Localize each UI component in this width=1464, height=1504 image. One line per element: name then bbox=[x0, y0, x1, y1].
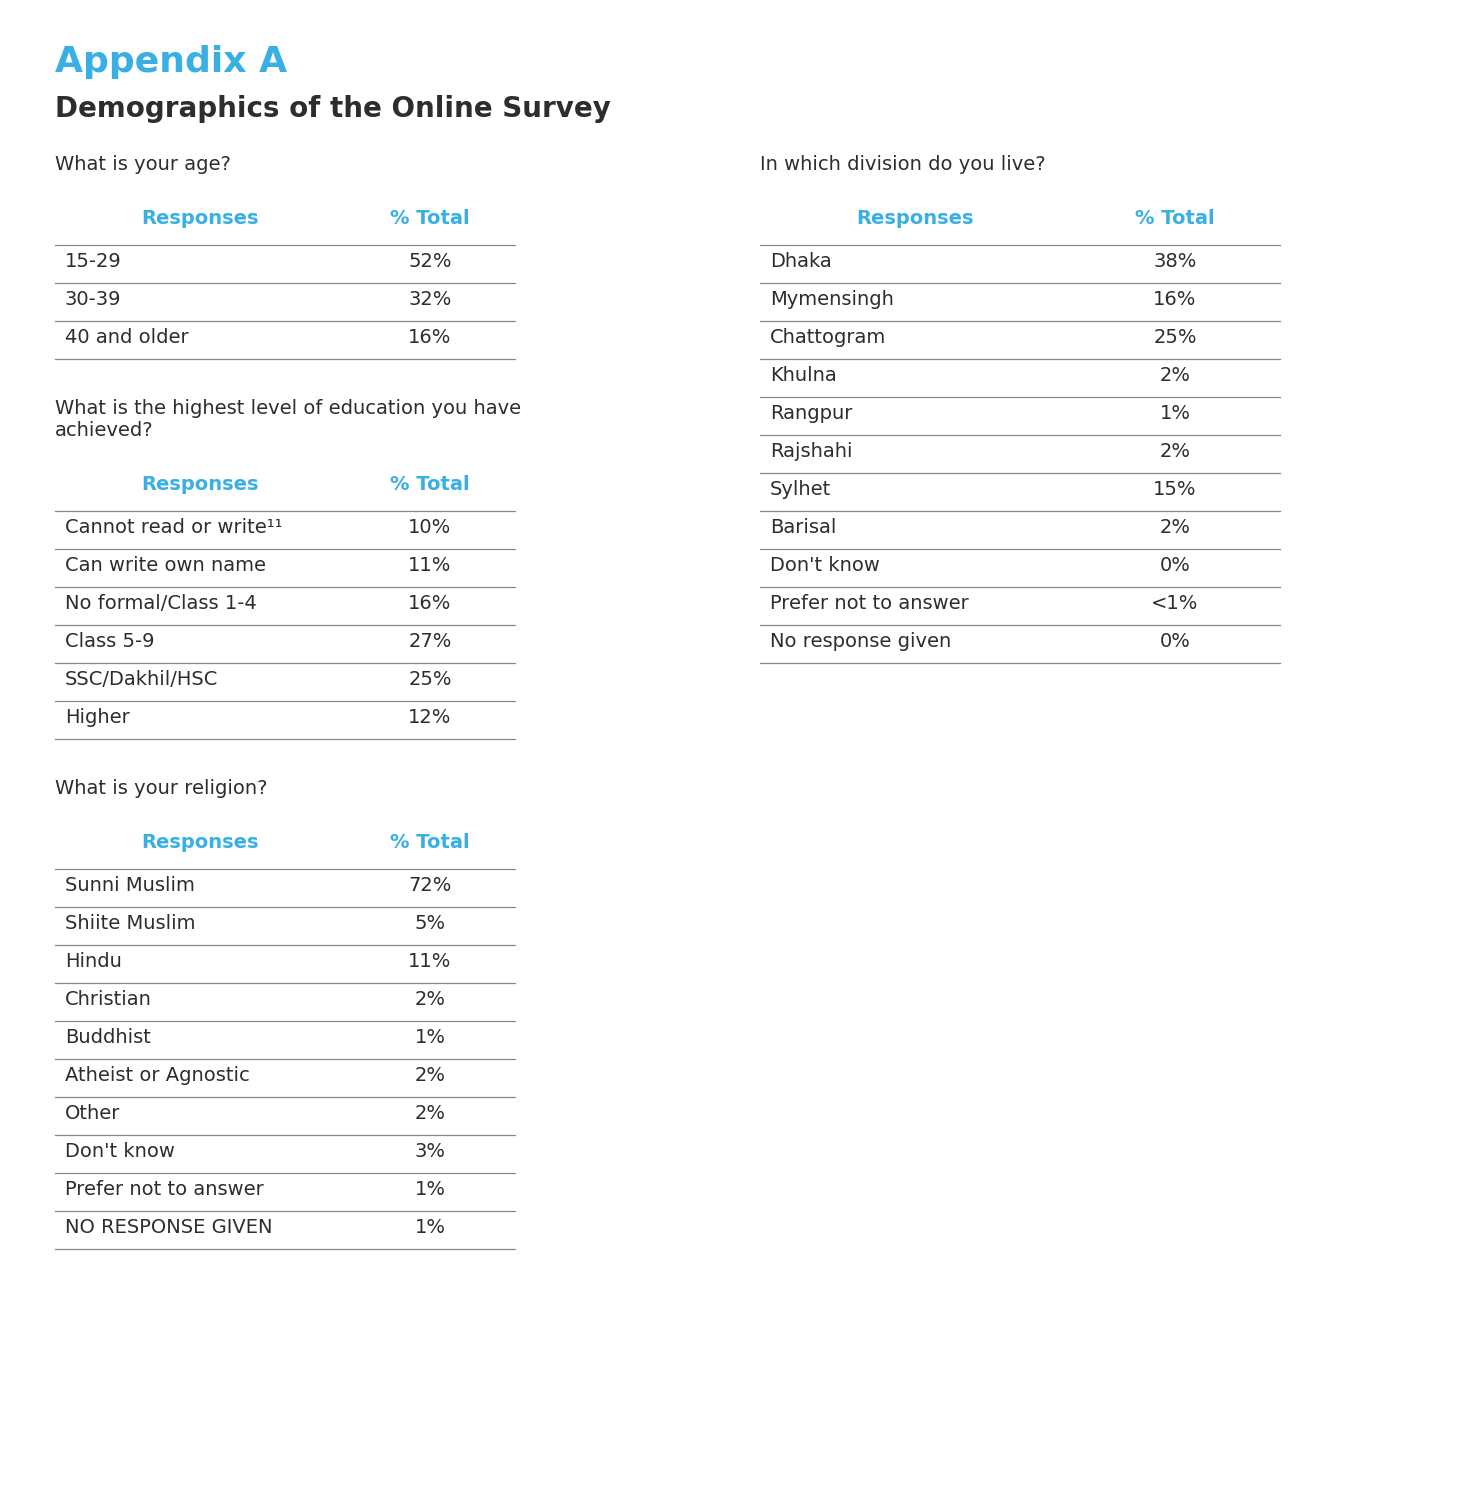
Text: No response given: No response given bbox=[770, 632, 952, 651]
Text: 38%: 38% bbox=[1154, 253, 1196, 271]
Text: 11%: 11% bbox=[408, 556, 452, 575]
Text: 25%: 25% bbox=[408, 669, 452, 689]
Text: Responses: Responses bbox=[141, 209, 259, 229]
Text: Higher: Higher bbox=[64, 708, 130, 726]
Text: 2%: 2% bbox=[414, 990, 445, 1009]
Text: 15-29: 15-29 bbox=[64, 253, 122, 271]
Text: 2%: 2% bbox=[1159, 442, 1190, 462]
Text: Rangpur: Rangpur bbox=[770, 405, 852, 423]
Text: Don't know: Don't know bbox=[770, 556, 880, 575]
Text: Can write own name: Can write own name bbox=[64, 556, 266, 575]
Text: What is your age?: What is your age? bbox=[56, 155, 231, 174]
Text: % Total: % Total bbox=[391, 475, 470, 493]
Text: 1%: 1% bbox=[414, 1029, 445, 1047]
Text: Dhaka: Dhaka bbox=[770, 253, 832, 271]
Text: 27%: 27% bbox=[408, 632, 452, 651]
Text: achieved?: achieved? bbox=[56, 421, 154, 441]
Text: 1%: 1% bbox=[1159, 405, 1190, 423]
Text: Buddhist: Buddhist bbox=[64, 1029, 151, 1047]
Text: 25%: 25% bbox=[1154, 328, 1196, 347]
Text: 40 and older: 40 and older bbox=[64, 328, 189, 347]
Text: Sunni Muslim: Sunni Muslim bbox=[64, 875, 195, 895]
Text: Responses: Responses bbox=[141, 475, 259, 493]
Text: 16%: 16% bbox=[408, 328, 452, 347]
Text: Class 5-9: Class 5-9 bbox=[64, 632, 155, 651]
Text: 5%: 5% bbox=[414, 914, 445, 932]
Text: % Total: % Total bbox=[1135, 209, 1215, 229]
Text: Hindu: Hindu bbox=[64, 952, 122, 972]
Text: 72%: 72% bbox=[408, 875, 452, 895]
Text: 12%: 12% bbox=[408, 708, 452, 726]
Text: 32%: 32% bbox=[408, 290, 452, 308]
Text: Demographics of the Online Survey: Demographics of the Online Survey bbox=[56, 95, 610, 123]
Text: 0%: 0% bbox=[1159, 632, 1190, 651]
Text: Barisal: Barisal bbox=[770, 517, 836, 537]
Text: 11%: 11% bbox=[408, 952, 452, 972]
Text: % Total: % Total bbox=[391, 833, 470, 851]
Text: What is your religion?: What is your religion? bbox=[56, 779, 268, 799]
Text: No formal/Class 1-4: No formal/Class 1-4 bbox=[64, 594, 256, 614]
Text: 2%: 2% bbox=[1159, 517, 1190, 537]
Text: SSC/Dakhil/HSC: SSC/Dakhil/HSC bbox=[64, 669, 218, 689]
Text: 1%: 1% bbox=[414, 1218, 445, 1236]
Text: Christian: Christian bbox=[64, 990, 152, 1009]
Text: Atheist or Agnostic: Atheist or Agnostic bbox=[64, 1066, 250, 1084]
Text: 16%: 16% bbox=[1154, 290, 1196, 308]
Text: Appendix A: Appendix A bbox=[56, 45, 287, 80]
Text: 16%: 16% bbox=[408, 594, 452, 614]
Text: 52%: 52% bbox=[408, 253, 452, 271]
Text: 0%: 0% bbox=[1159, 556, 1190, 575]
Text: <1%: <1% bbox=[1151, 594, 1199, 614]
Text: 10%: 10% bbox=[408, 517, 451, 537]
Text: 1%: 1% bbox=[414, 1181, 445, 1199]
Text: In which division do you live?: In which division do you live? bbox=[760, 155, 1045, 174]
Text: 3%: 3% bbox=[414, 1142, 445, 1161]
Text: 2%: 2% bbox=[414, 1104, 445, 1123]
Text: Cannot read or write¹¹: Cannot read or write¹¹ bbox=[64, 517, 283, 537]
Text: Khulna: Khulna bbox=[770, 365, 837, 385]
Text: Prefer not to answer: Prefer not to answer bbox=[770, 594, 969, 614]
Text: Mymensingh: Mymensingh bbox=[770, 290, 895, 308]
Text: Chattogram: Chattogram bbox=[770, 328, 886, 347]
Text: 2%: 2% bbox=[414, 1066, 445, 1084]
Text: Sylhet: Sylhet bbox=[770, 480, 832, 499]
Text: 15%: 15% bbox=[1154, 480, 1196, 499]
Text: What is the highest level of education you have: What is the highest level of education y… bbox=[56, 399, 521, 418]
Text: Prefer not to answer: Prefer not to answer bbox=[64, 1181, 264, 1199]
Text: Shiite Muslim: Shiite Muslim bbox=[64, 914, 196, 932]
Text: Responses: Responses bbox=[141, 833, 259, 851]
Text: % Total: % Total bbox=[391, 209, 470, 229]
Text: Responses: Responses bbox=[856, 209, 974, 229]
Text: 30-39: 30-39 bbox=[64, 290, 122, 308]
Text: Other: Other bbox=[64, 1104, 120, 1123]
Text: Don't know: Don't know bbox=[64, 1142, 174, 1161]
Text: NO RESPONSE GIVEN: NO RESPONSE GIVEN bbox=[64, 1218, 272, 1236]
Text: 2%: 2% bbox=[1159, 365, 1190, 385]
Text: Rajshahi: Rajshahi bbox=[770, 442, 852, 462]
